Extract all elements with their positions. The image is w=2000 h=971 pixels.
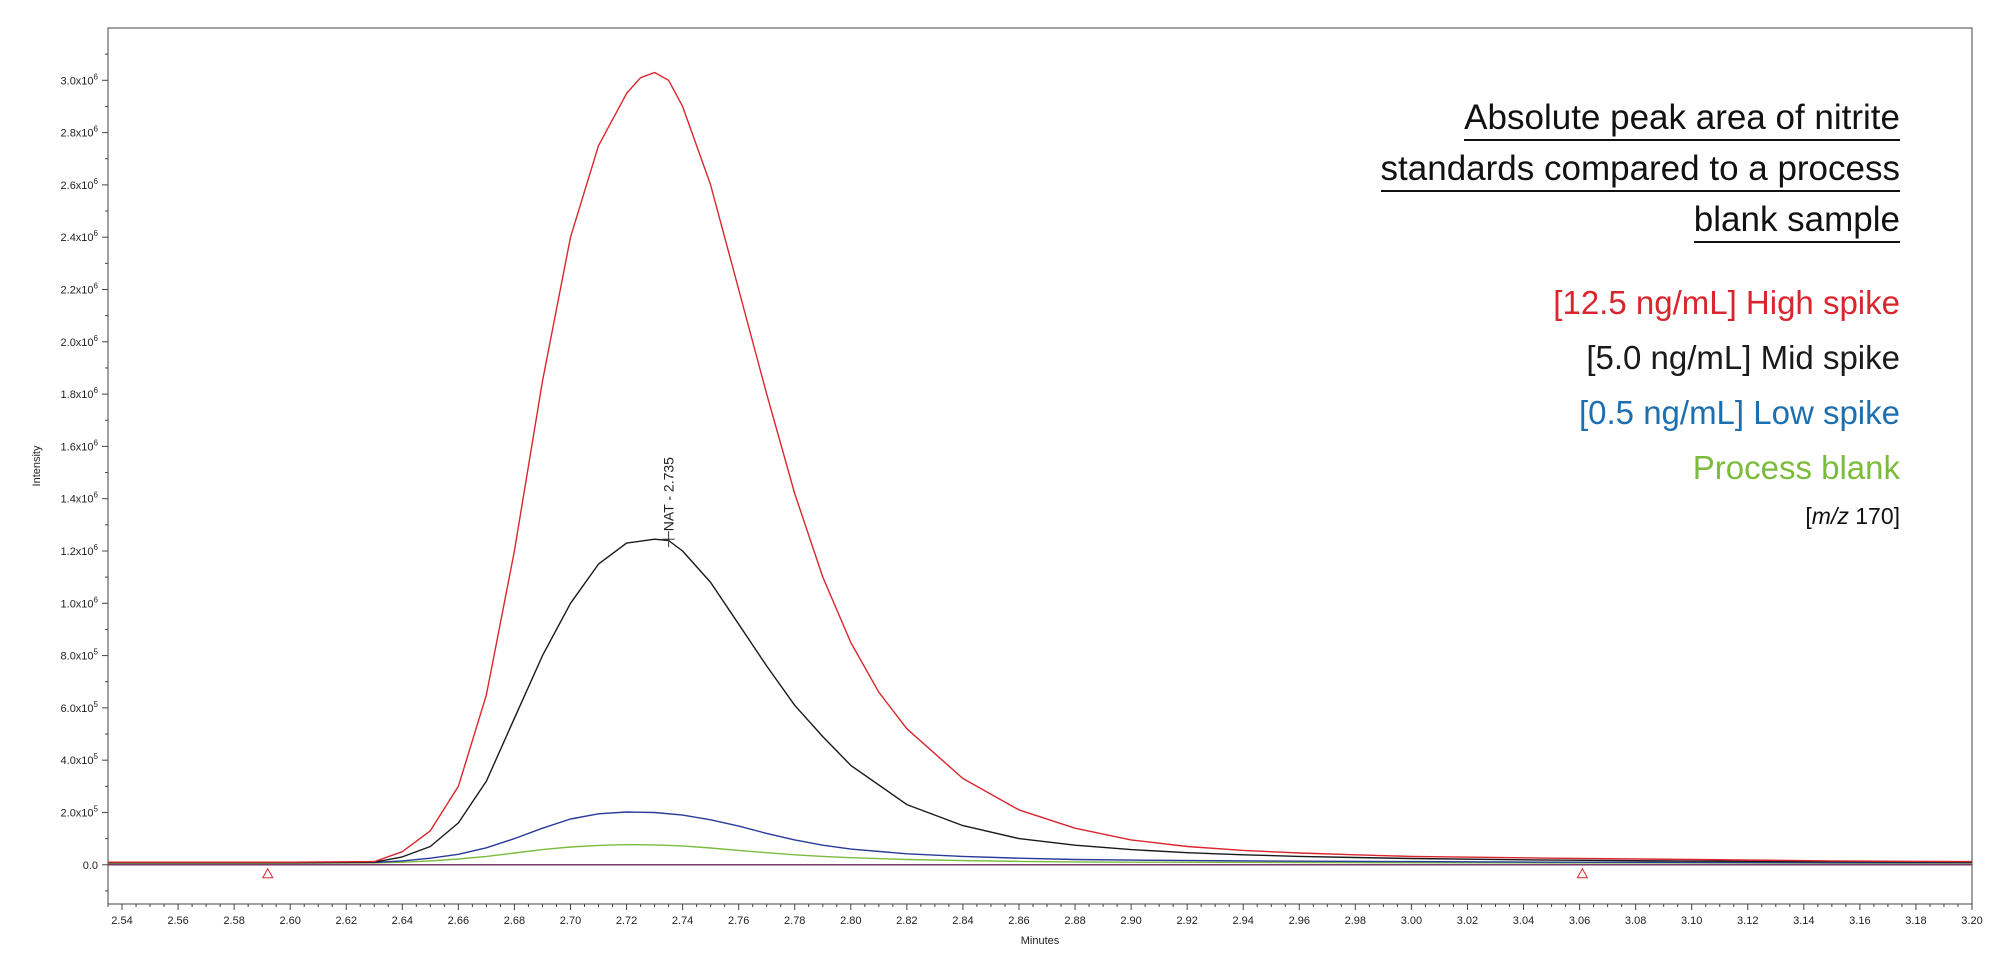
- y-tick-label: 4.0x105: [61, 752, 99, 767]
- y-tick-label: 2.4x106: [61, 229, 99, 244]
- x-tick-label: 2.74: [672, 915, 693, 927]
- x-tick-label: 3.14: [1793, 915, 1814, 927]
- legend-entry-high-spike: [12.5 ng/mL] High spike: [1553, 284, 1900, 321]
- peak-label: NAT - 2.735: [661, 457, 677, 531]
- x-tick-label: 2.64: [392, 915, 413, 927]
- x-tick-label: 2.70: [560, 915, 581, 927]
- x-tick-label: 3.20: [1961, 915, 1982, 927]
- plot-frame: [107, 27, 1973, 905]
- x-tick-label: 2.88: [1064, 915, 1085, 927]
- y-tick-label: 0.0: [83, 860, 98, 872]
- legend-entry-process-blank: Process blank: [1692, 449, 1900, 486]
- y-tick-label: 2.0x106: [61, 334, 99, 349]
- legend-entry-mid-spike: [5.0 ng/mL] Mid spike: [1586, 339, 1900, 376]
- x-tick-label: 3.16: [1849, 915, 1870, 927]
- series-line-0: [108, 71, 1973, 863]
- y-tick-label: 1.4x106: [61, 491, 99, 506]
- y-tick-label: 2.0x105: [61, 804, 99, 819]
- x-tick-label: 2.60: [279, 915, 300, 927]
- x-tick-label: 2.78: [784, 915, 805, 927]
- x-axis-title: Minutes: [1021, 935, 1060, 947]
- x-tick-label: 3.10: [1681, 915, 1702, 927]
- y-tick-label: 1.0x106: [61, 595, 99, 610]
- x-tick-label: 2.72: [616, 915, 637, 927]
- x-tick-label: 2.96: [1289, 915, 1310, 927]
- x-tick-label: 3.18: [1905, 915, 1926, 927]
- x-tick-label: 2.76: [728, 915, 749, 927]
- y-tick-label: 1.8x106: [61, 386, 99, 401]
- x-tick-label: 3.06: [1569, 915, 1590, 927]
- y-tick-label: 6.0x105: [61, 700, 99, 715]
- series-line-1: [108, 538, 1973, 864]
- ion-label: [m/z 170]: [1805, 503, 1900, 529]
- legend-entry-low-spike: [0.5 ng/mL] Low spike: [1578, 394, 1900, 431]
- x-tick-label: 2.68: [504, 915, 525, 927]
- x-tick-label: 2.84: [952, 915, 973, 927]
- x-tick-label: 2.58: [223, 915, 244, 927]
- x-tick-label: 2.94: [1233, 915, 1254, 927]
- y-tick-label: 2.2x106: [61, 281, 99, 296]
- chart-title-line-3: blank sample: [1693, 200, 1900, 243]
- y-tick-label: 3.0x106: [61, 72, 99, 87]
- x-tick-label: 2.92: [1176, 915, 1197, 927]
- integration-marker-0: [261, 867, 274, 879]
- x-tick-label: 2.56: [167, 915, 188, 927]
- x-tick-label: 3.02: [1457, 915, 1478, 927]
- x-tick-label: 2.54: [111, 915, 132, 927]
- y-tick-label: 1.2x106: [61, 543, 99, 558]
- y-tick-label: 8.0x105: [61, 648, 99, 663]
- y-tick-label: 1.6x106: [61, 438, 99, 453]
- integration-marker-1: [1576, 867, 1589, 879]
- series-line-3: [108, 843, 1972, 864]
- x-tick-label: 2.62: [336, 915, 357, 927]
- y-axis-title: Intensity: [31, 445, 43, 486]
- y-tick-label: 2.8x106: [61, 125, 99, 140]
- x-tick-label: 2.82: [896, 915, 917, 927]
- chart-title-line-1: Absolute peak area of nitrite: [1464, 98, 1900, 141]
- x-tick-label: 2.98: [1345, 915, 1366, 927]
- chart-title: Absolute peak area of nitrite standards …: [1200, 92, 1900, 245]
- x-tick-label: 3.12: [1737, 915, 1758, 927]
- y-tick-label: 2.6x106: [61, 177, 99, 192]
- x-tick-label: 2.80: [840, 915, 861, 927]
- series-line-2: [108, 811, 1972, 864]
- legend: Absolute peak area of nitrite standards …: [1200, 92, 1900, 530]
- x-tick-label: 3.08: [1625, 915, 1646, 927]
- x-tick-label: 2.90: [1120, 915, 1141, 927]
- x-tick-label: 3.00: [1401, 915, 1422, 927]
- chart-title-line-2: standards compared to a process: [1380, 149, 1900, 192]
- x-tick-label: 3.04: [1513, 915, 1534, 927]
- x-tick-label: 2.86: [1008, 915, 1029, 927]
- x-tick-label: 2.66: [448, 915, 469, 927]
